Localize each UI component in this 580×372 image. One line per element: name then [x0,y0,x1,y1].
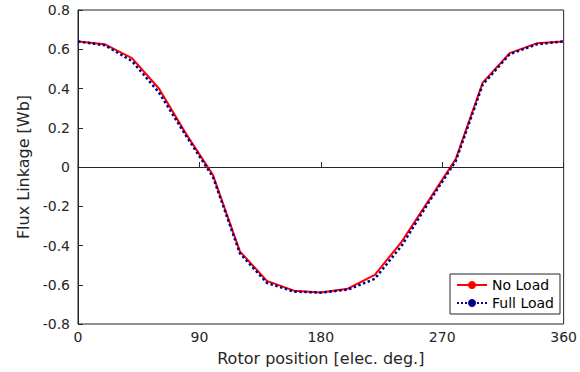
svg-text:270: 270 [429,329,456,345]
svg-text:-0.8: -0.8 [43,316,70,332]
svg-text:360: 360 [550,329,577,345]
svg-text:-0.6: -0.6 [43,277,70,293]
svg-text:-0.2: -0.2 [43,198,70,214]
svg-text:180: 180 [307,329,334,345]
svg-text:0.8: 0.8 [48,2,70,18]
svg-text:0.4: 0.4 [48,81,70,97]
svg-text:Flux Linkage [Wb]: Flux Linkage [Wb] [14,95,33,239]
svg-text:No Load: No Load [492,277,549,293]
svg-text:0.2: 0.2 [48,120,70,136]
svg-text:0: 0 [74,329,83,345]
svg-text:Rotor position [elec. deg.]: Rotor position [elec. deg.] [217,349,424,368]
svg-text:90: 90 [190,329,208,345]
svg-text:0.6: 0.6 [48,41,70,57]
svg-text:Full Load: Full Load [492,295,554,311]
svg-text:-0.4: -0.4 [43,238,70,254]
svg-text:0: 0 [61,159,70,175]
